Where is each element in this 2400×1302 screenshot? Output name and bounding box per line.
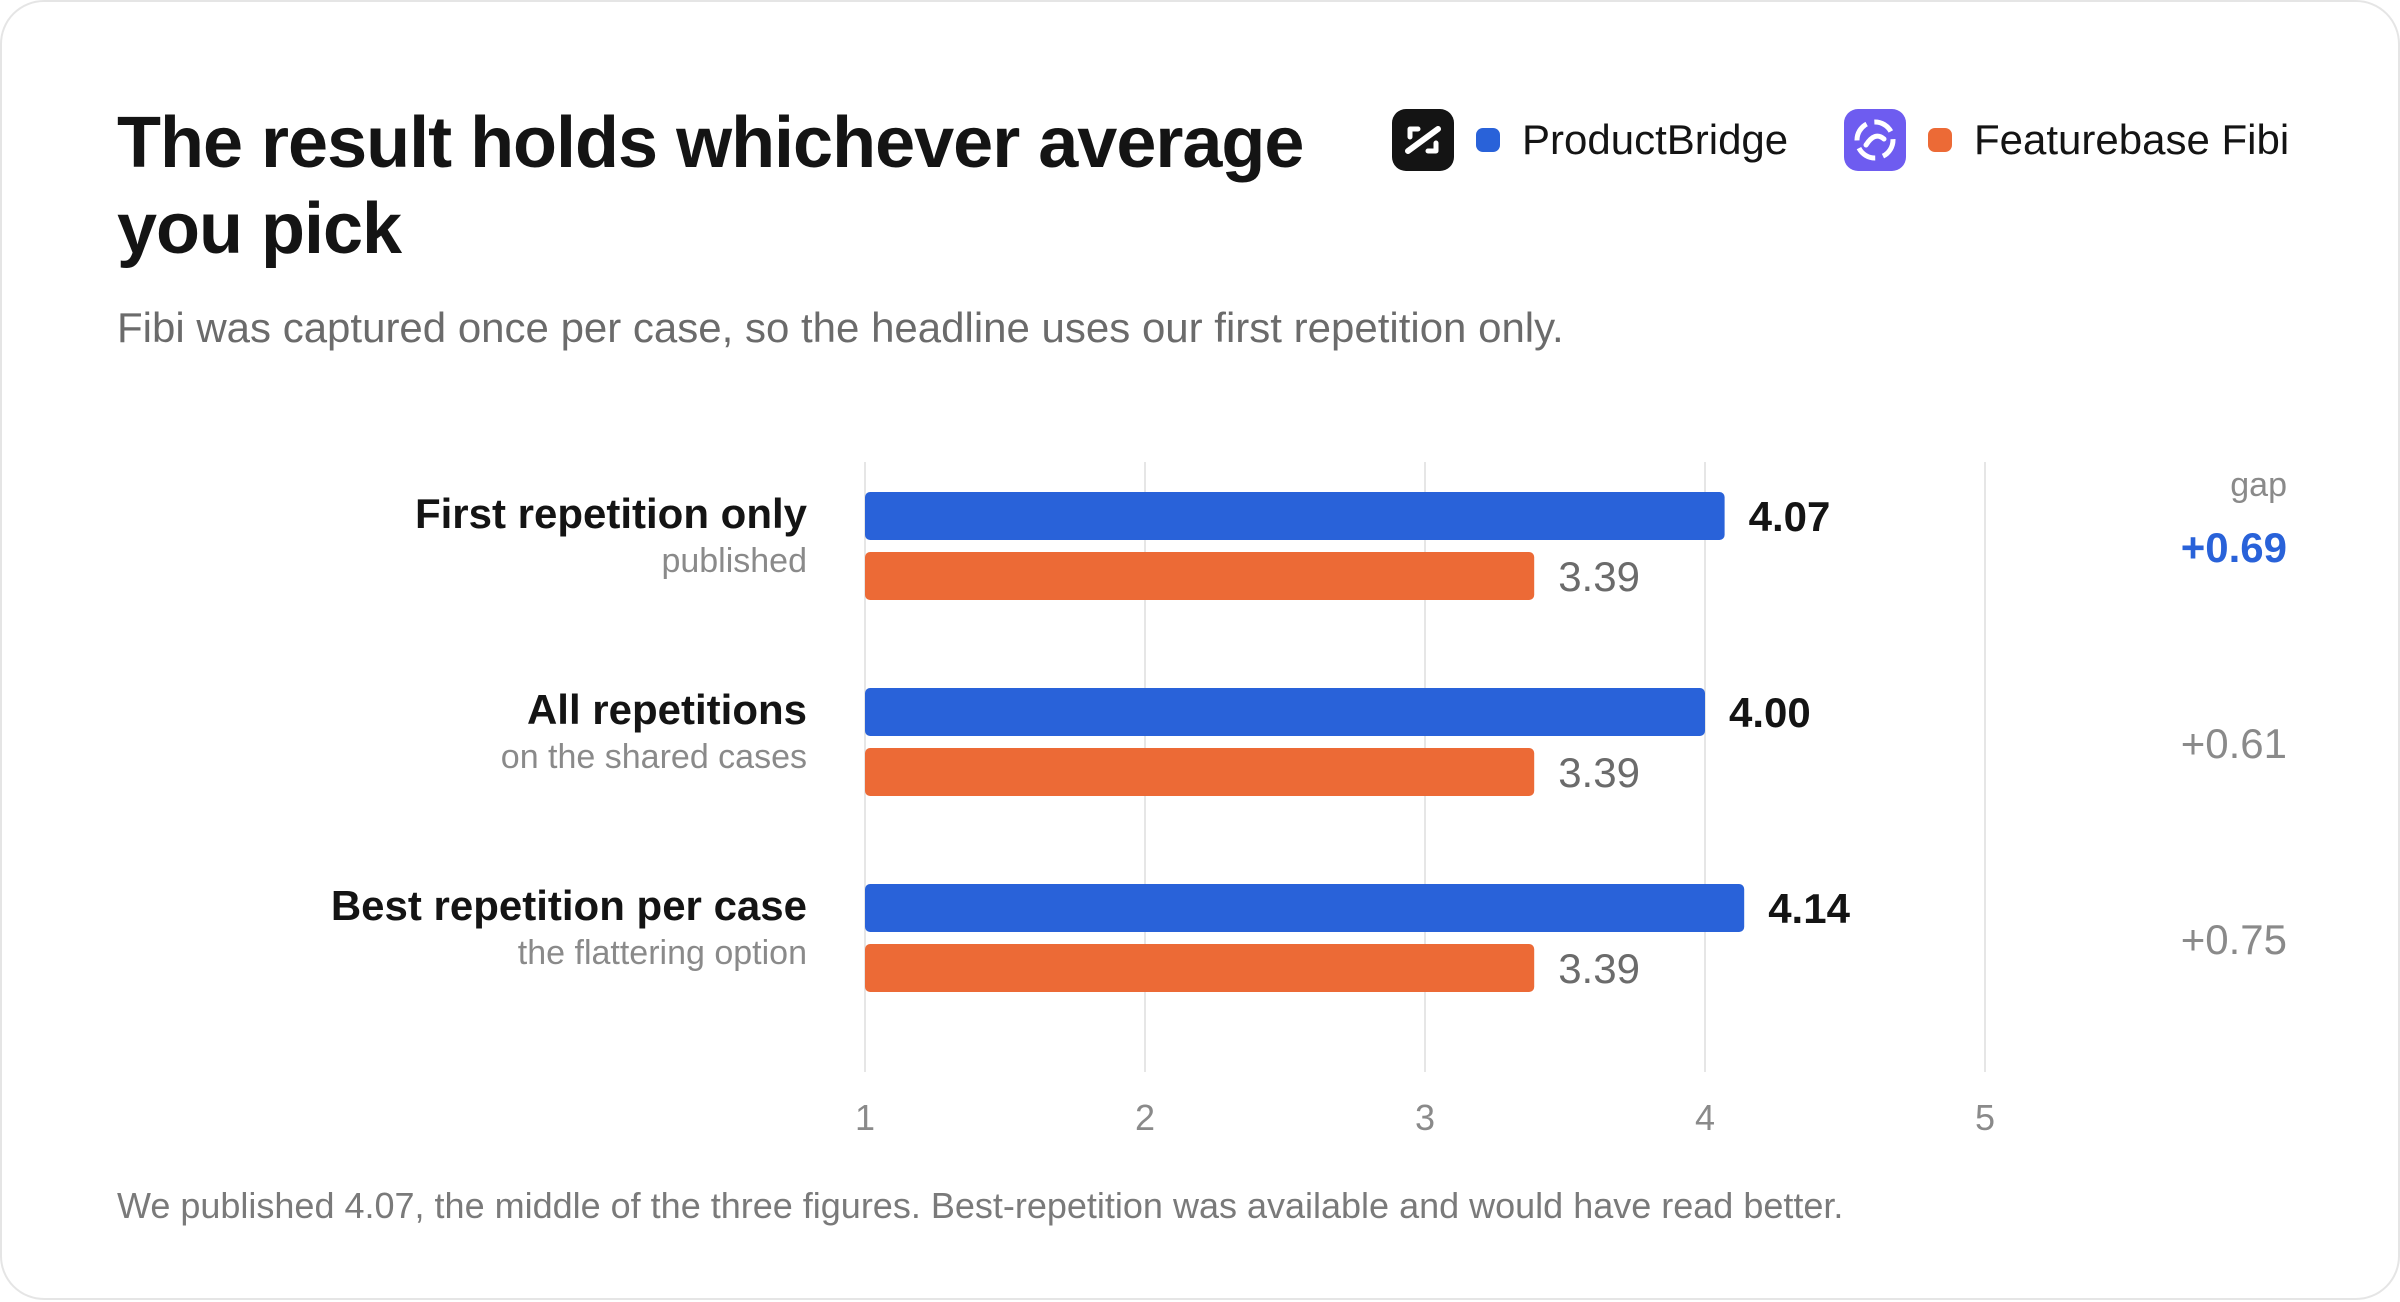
legend-item-featurebase-fibi: Featurebase Fibi (1844, 106, 2289, 174)
chart-footnote: We published 4.07, the middle of the thr… (117, 1185, 1844, 1226)
productbridge-logo-icon (1392, 109, 1454, 171)
gap-value: +0.69 (2181, 524, 2287, 571)
legend-swatch-productbridge (1476, 128, 1500, 152)
x-tick-label: 3 (1415, 1097, 1435, 1138)
category-note: the flattering option (518, 934, 807, 972)
bar (865, 944, 1535, 992)
category-label: Best repetition per case (331, 882, 807, 929)
bar (865, 884, 1745, 932)
gap-value: +0.61 (2181, 720, 2287, 767)
bar (865, 748, 1535, 796)
category-label: First repetition only (415, 490, 808, 537)
category-note: published (661, 542, 807, 580)
category-note: on the shared cases (501, 738, 807, 776)
bar-value-label: 4.07 (1749, 493, 1831, 540)
bar-value-label: 3.39 (1558, 945, 1640, 992)
category-label: All repetitions (527, 686, 807, 733)
x-tick-label: 5 (1975, 1097, 1995, 1138)
bar (865, 552, 1535, 600)
x-tick-label: 4 (1695, 1097, 1715, 1138)
chart-subtitle: Fibi was captured once per case, so the … (117, 304, 1564, 351)
bar-value-label: 3.39 (1558, 749, 1640, 796)
chart-title: The result holds whichever average you p… (117, 103, 1304, 269)
gap-header: gap (2230, 466, 2287, 504)
bar-value-label: 4.14 (1768, 885, 1850, 932)
legend-item-productbridge: ProductBridge (1392, 106, 1788, 174)
bar (865, 688, 1705, 736)
x-tick-label: 1 (855, 1097, 875, 1138)
bar-value-label: 4.00 (1729, 689, 1811, 736)
featurebase-logo-icon (1844, 109, 1906, 171)
x-tick-label: 2 (1135, 1097, 1155, 1138)
legend-swatch-featurebase-fibi (1928, 128, 1952, 152)
bar-value-label: 3.39 (1558, 553, 1640, 600)
gap-value: +0.75 (2181, 916, 2287, 963)
legend-label-productbridge: ProductBridge (1522, 116, 1789, 163)
bar (865, 492, 1725, 540)
legend-label-featurebase-fibi: Featurebase Fibi (1974, 116, 2290, 163)
